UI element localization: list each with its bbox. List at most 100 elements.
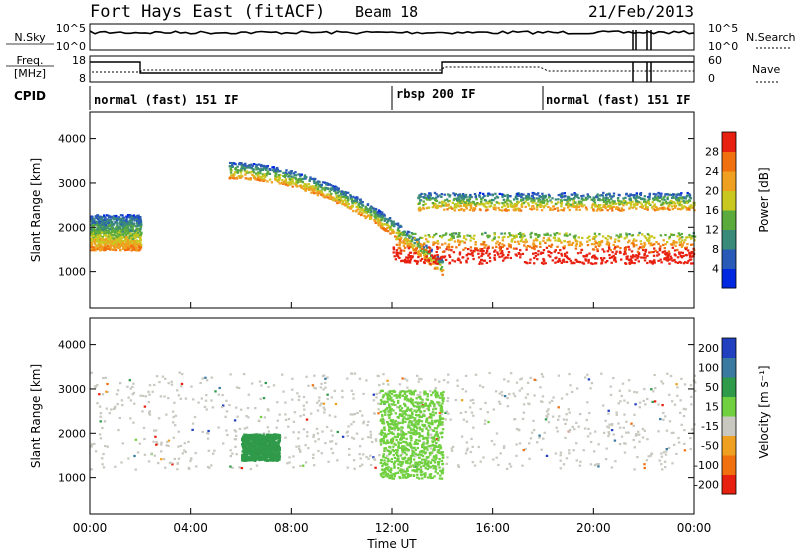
heatmap-cell: [441, 243, 444, 246]
heatmap-cell: [439, 267, 443, 270]
heatmap-cell: [472, 402, 475, 405]
heatmap-cell: [106, 231, 109, 234]
heatmap-cell: [402, 249, 406, 252]
heatmap-cell: [671, 243, 674, 246]
heatmap-cell: [283, 175, 286, 178]
nsearch-tick-bottom: 10^0: [708, 40, 738, 53]
heatmap-cell: [592, 202, 595, 205]
heatmap-cell: [424, 248, 428, 251]
heatmap-cell: [631, 200, 634, 203]
heatmap-cell: [354, 202, 357, 205]
heatmap-cell: [555, 256, 558, 259]
heatmap-cell: [569, 384, 572, 387]
heatmap-cell: [444, 242, 447, 245]
heatmap-cell: [493, 236, 496, 239]
heatmap-cell: [439, 235, 442, 238]
heatmap-cell: [492, 408, 495, 411]
heatmap-cell: [170, 383, 174, 386]
heatmap-cell: [374, 438, 378, 441]
heatmap-cell: [263, 176, 267, 179]
heatmap-cell: [440, 260, 444, 263]
heatmap-cell: [125, 227, 128, 230]
heatmap-cell: [420, 461, 423, 465]
heatmap-cell: [430, 248, 433, 251]
heatmap-cell: [382, 382, 385, 385]
heatmap-cell: [436, 195, 440, 198]
heatmap-cell: [333, 389, 336, 392]
heatmap-cell: [574, 234, 577, 237]
heatmap-cell: [401, 461, 404, 464]
heatmap-cell: [664, 233, 667, 237]
heatmap-cell: [532, 197, 535, 200]
heatmap-cell: [107, 237, 110, 240]
heatmap-cell: [545, 246, 549, 249]
heatmap-cell: [559, 249, 562, 252]
heatmap-cell: [683, 442, 686, 445]
heatmap-cell: [509, 244, 512, 247]
heatmap-cell: [560, 397, 564, 400]
heatmap-cell: [424, 202, 427, 206]
heatmap-cell: [379, 224, 383, 227]
heatmap-cell: [448, 233, 452, 236]
heatmap-cell: [329, 195, 333, 198]
heatmap-cell: [474, 248, 477, 251]
colorbar-swatch: [722, 171, 736, 191]
heatmap-cell: [671, 259, 674, 262]
heatmap-cell: [446, 456, 449, 459]
heatmap-cell: [119, 249, 122, 252]
heatmap-cell: [594, 235, 598, 238]
heatmap-cell: [173, 401, 176, 404]
heatmap-cell: [369, 210, 373, 213]
heatmap-cell: [423, 257, 427, 260]
heatmap-cell: [536, 441, 539, 444]
heatmap-cell: [412, 420, 415, 423]
heatmap-cell: [427, 259, 431, 262]
heatmap-cell: [670, 201, 673, 204]
heatmap-cell: [99, 229, 102, 232]
heatmap-cell: [305, 418, 309, 421]
heatmap-cell: [255, 167, 258, 170]
heatmap-cell: [447, 243, 451, 246]
heatmap-cell: [460, 196, 463, 199]
heatmap-cell: [583, 427, 587, 430]
heatmap-cell: [406, 241, 409, 244]
heatmap-cell: [288, 461, 291, 464]
nsky-tick-top: 10^5: [56, 22, 86, 35]
heatmap-cell: [115, 214, 118, 218]
heatmap-cell: [488, 193, 492, 196]
heatmap-cell: [538, 434, 541, 437]
heatmap-cell: [103, 227, 107, 230]
heatmap-cell: [636, 456, 639, 459]
heatmap-cell: [628, 261, 632, 264]
heatmap-cell: [623, 399, 626, 402]
heatmap-cell: [330, 447, 333, 450]
heatmap-cell: [262, 397, 266, 400]
heatmap-cell: [693, 374, 696, 377]
heatmap-cell: [256, 174, 259, 177]
heatmap-cell: [445, 410, 449, 413]
heatmap-cell: [398, 383, 402, 386]
heatmap-cell: [430, 250, 433, 253]
heatmap-cell: [450, 238, 453, 241]
heatmap-cell: [629, 202, 633, 205]
heatmap-cell: [595, 209, 599, 212]
heatmap-cell: [242, 373, 246, 376]
heatmap-cell: [524, 200, 527, 203]
heatmap-cell: [511, 234, 515, 237]
heatmap-cell: [660, 261, 663, 264]
heatmap-cell: [431, 236, 435, 239]
heatmap-cell: [627, 201, 630, 205]
heatmap-cell: [651, 400, 654, 403]
heatmap-cell: [422, 473, 426, 476]
heatmap-cell: [378, 432, 381, 435]
heatmap-cell: [377, 412, 380, 415]
heatmap-cell: [688, 199, 691, 202]
heatmap-cell: [425, 246, 429, 249]
heatmap-cell: [438, 444, 441, 447]
heatmap-cell: [657, 242, 660, 245]
cpid-mode-1: normal (fast) 151 IF: [94, 93, 239, 107]
heatmap-cell: [629, 255, 633, 258]
heatmap-cell: [456, 235, 459, 238]
heatmap-cell: [372, 211, 375, 214]
heatmap-cell: [656, 251, 659, 254]
